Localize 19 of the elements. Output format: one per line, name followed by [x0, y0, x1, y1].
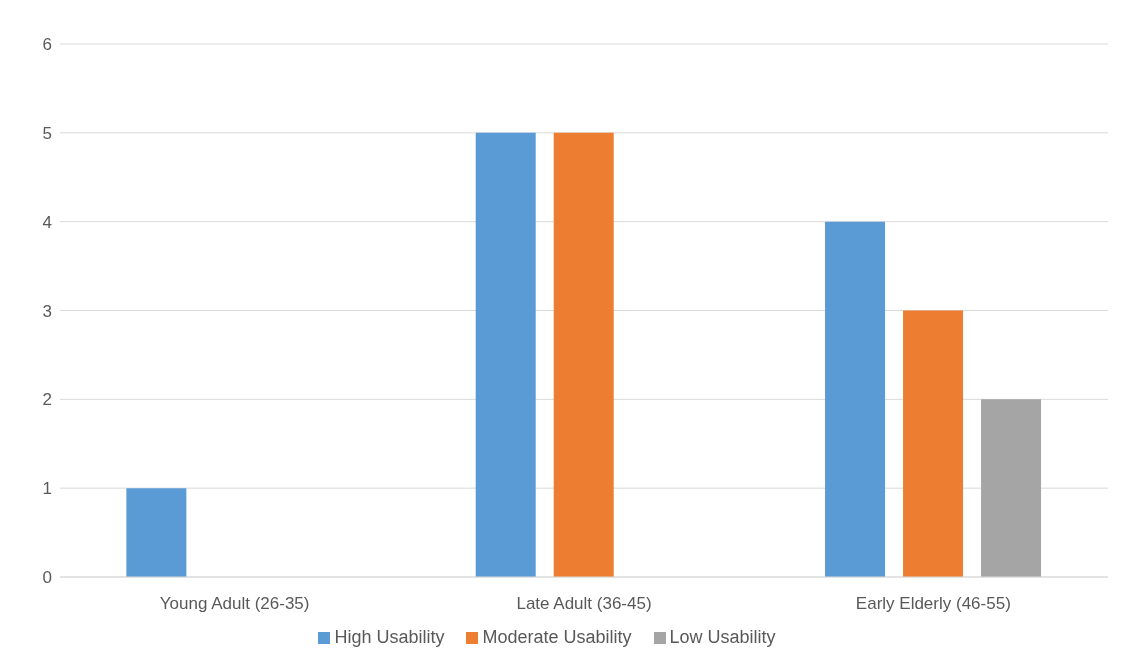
y-tick-label: 6 [42, 35, 52, 55]
legend-label: Low Usability [669, 627, 776, 647]
bar [825, 221, 886, 577]
legend-label: High Usability [334, 627, 445, 647]
bar [475, 132, 536, 577]
y-tick-label: 1 [42, 479, 52, 499]
bar [903, 310, 964, 577]
bar [553, 132, 614, 577]
bar [981, 399, 1042, 577]
x-tick-label: Young Adult (26-35) [159, 594, 310, 614]
x-tick-label: Early Elderly (46-55) [855, 594, 1011, 614]
bar [126, 488, 187, 577]
y-tick-label: 0 [42, 568, 52, 588]
x-tick-label: Late Adult (36-45) [516, 594, 652, 614]
legend-label: Moderate Usability [482, 627, 632, 647]
y-tick-label: 3 [42, 301, 52, 321]
y-tick-label: 5 [42, 123, 52, 143]
y-tick-label: 2 [42, 390, 52, 410]
y-tick-label: 4 [42, 212, 52, 232]
